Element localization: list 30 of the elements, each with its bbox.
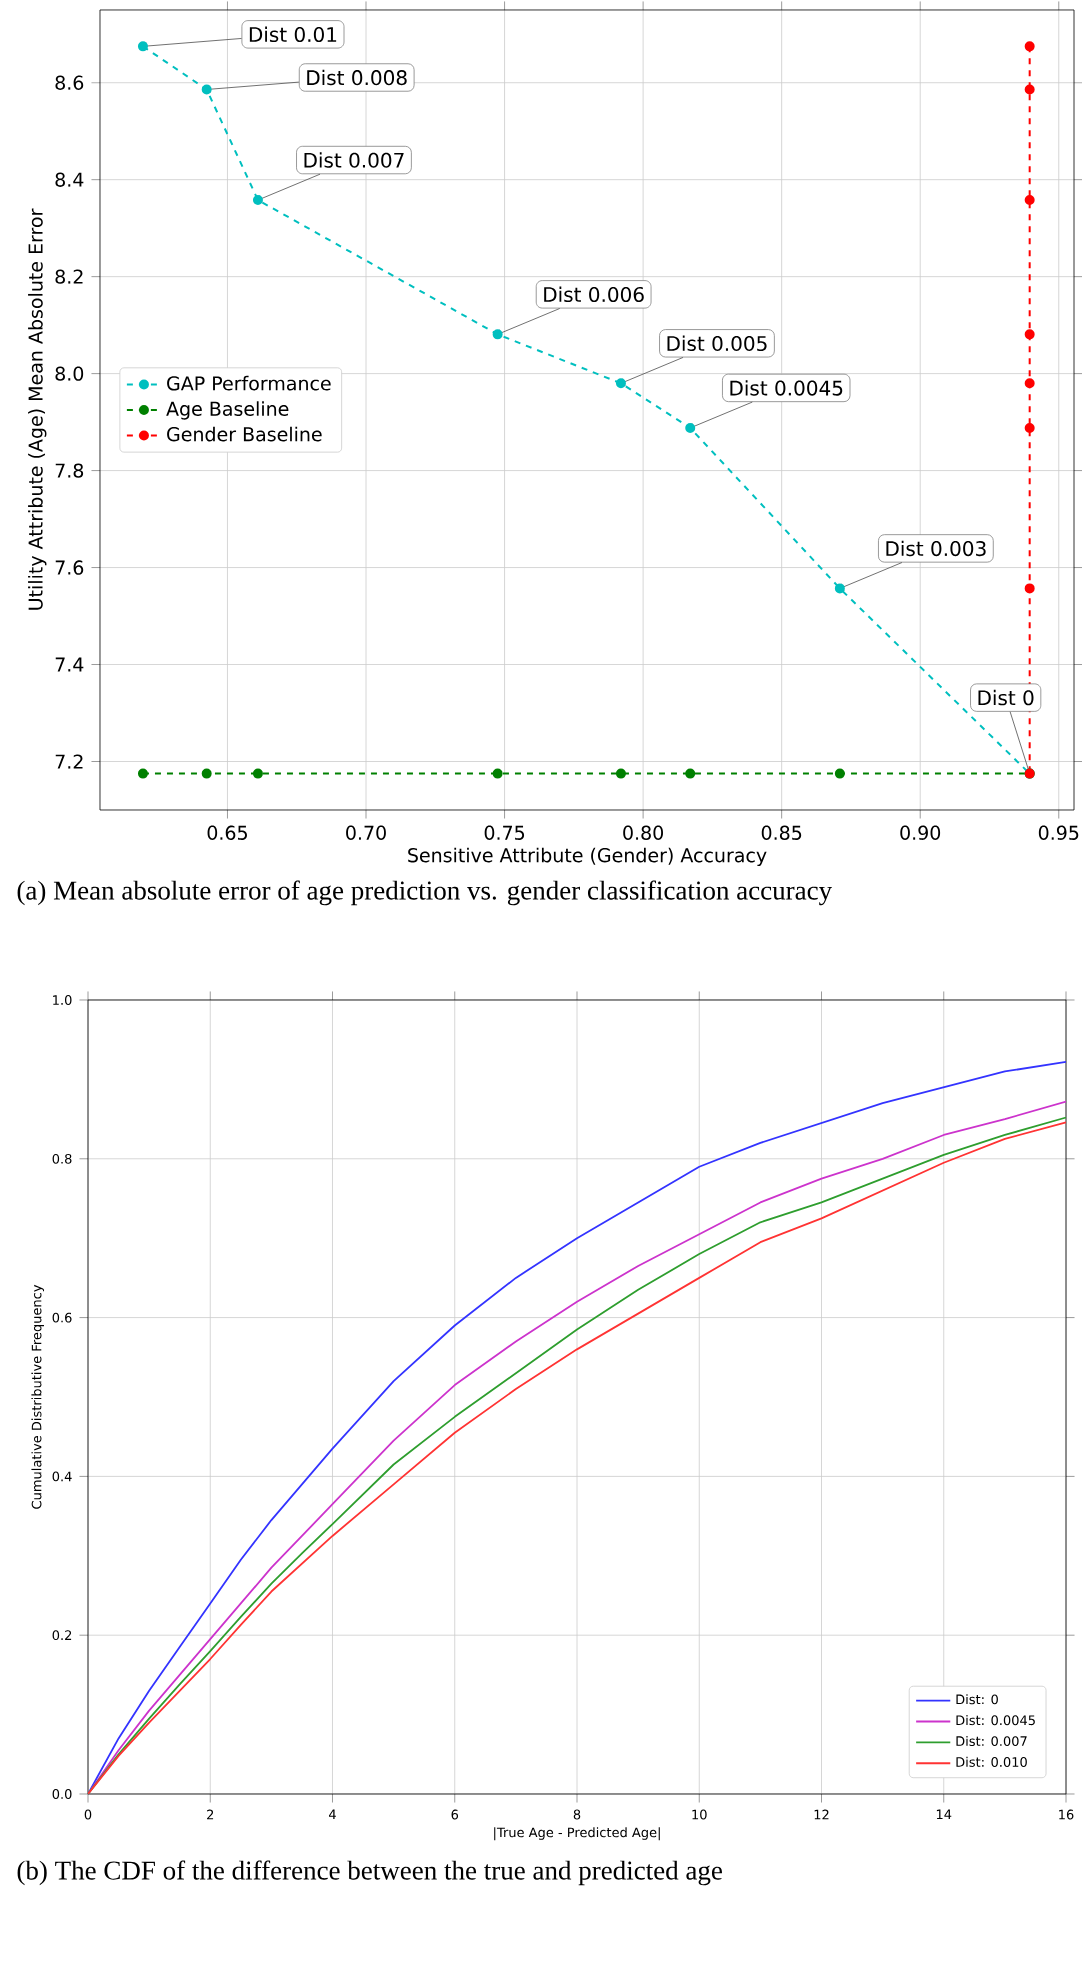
text: (b) The CDF of the difference between the true and predicted age [17,1860,722,1886]
x-tick-label: 0.65 [207,825,247,840]
annotation: Dist 0.005 [667,335,767,352]
x-tick-label: 0.85 [761,825,802,840]
y-tick-label: 7.6 [55,560,84,575]
y-tick-label: 7.8 [55,463,84,478]
annotation: Dist 0.007 [304,152,404,168]
y-axis-title: Utility Attribute (Age) Mean Absolute Error [28,208,47,610]
x-tick-label: 0.95 [1038,825,1079,840]
annotation: Dist 0.008 [307,69,407,86]
annotation: Dist 0.006 [544,286,644,303]
x-tick-label: 0.70 [346,825,386,840]
x-tick-label: 0.90 [900,825,941,840]
legend-label: Gender Baseline [167,426,322,442]
y-tick-label: 7.2 [55,754,83,769]
y-tick-label: 7.4 [55,657,84,672]
annotation: Dist 0.01 [249,26,337,43]
annotation: Dist 0.003 [886,540,986,557]
legend-label: Age Baseline [166,401,289,420]
y-tick-label: 8.0 [55,366,84,381]
annotation: Dist 0.0045 [730,380,843,396]
legend-label: GAP Performance [167,375,331,391]
y-tick-label: 8.4 [55,172,84,187]
x-tick-label: 0.80 [623,825,663,840]
y-tick-label: 8.6 [55,75,84,90]
x-axis-title: Sensitive Attribute (Gender) Accuracy [408,847,767,867]
text: (a) Mean absolute error of age prediction vs. gender classification accuracy [17,880,833,906]
annotation: Dist 0 [978,689,1034,706]
y-tick-label: 8.2 [55,269,83,284]
x-tick-label: 0.75 [484,825,525,840]
